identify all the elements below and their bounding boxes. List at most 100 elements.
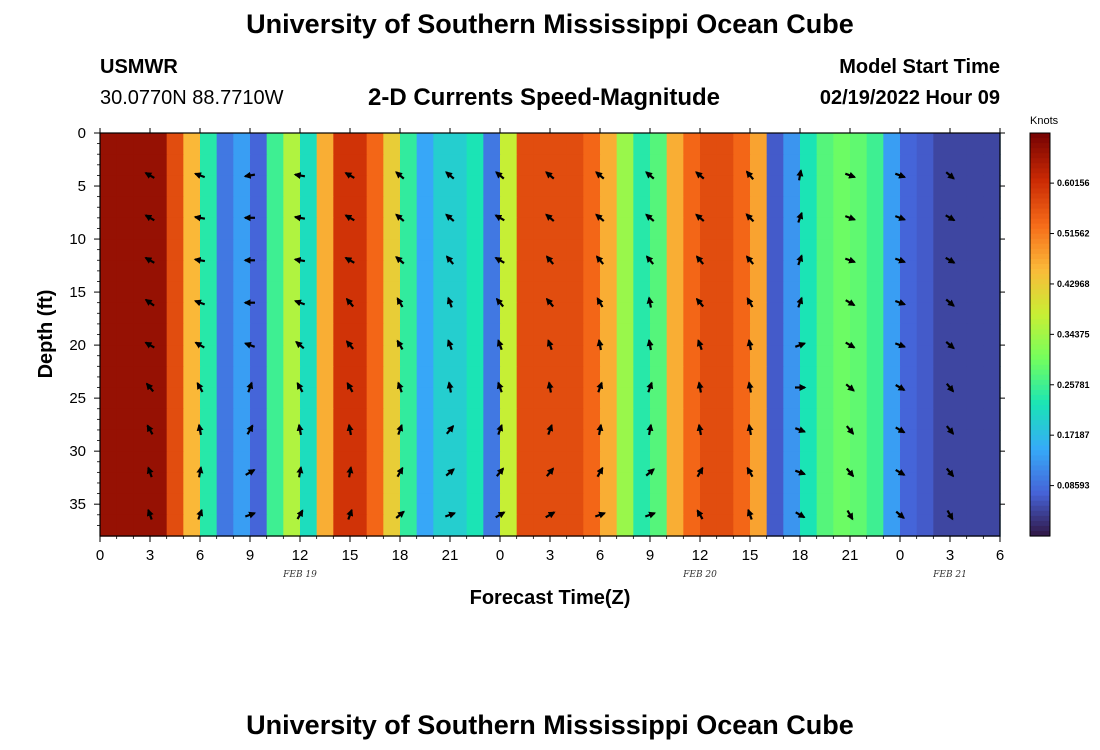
colorbar-segment (1030, 349, 1050, 356)
heatmap-cell (716, 217, 734, 240)
heatmap-cell (466, 217, 484, 240)
heatmap-cell (616, 387, 634, 410)
heatmap-cell (283, 260, 301, 283)
heatmap-cell (400, 196, 418, 219)
heatmap-cell (800, 387, 818, 410)
heatmap-cell (433, 514, 451, 537)
current-vector-arrow (196, 466, 204, 478)
heatmap-cell (716, 493, 734, 516)
current-vector-arrow (346, 381, 354, 393)
current-vector-arrow (595, 213, 605, 222)
plot-title: 2-D Currents Speed-Magnitude (368, 84, 721, 111)
heatmap-cell (283, 175, 301, 198)
heatmap-cell (700, 472, 718, 495)
heatmap-cell (983, 387, 1001, 410)
heatmap-cell (583, 217, 601, 240)
heatmap-cell (116, 345, 134, 367)
heatmap-cell (683, 217, 701, 240)
heatmap-cell (200, 493, 218, 516)
heatmap-cell (283, 217, 301, 240)
current-vector-arrow (344, 256, 355, 264)
heatmap-cell (933, 302, 951, 325)
heatmap-cell (333, 493, 351, 516)
heatmap-cell (850, 154, 868, 177)
colorbar-tick-label: 0.34375 (1057, 329, 1090, 339)
heatmap-cell (466, 366, 484, 389)
heatmap-cell (100, 451, 118, 473)
heatmap-cell (400, 175, 418, 198)
heatmap-cell (683, 387, 701, 410)
heatmap-cell (683, 408, 701, 431)
heatmap-cell (266, 366, 284, 389)
heatmap-cell (950, 366, 968, 389)
heatmap-cell (800, 345, 818, 367)
colorbar-tick-label: 0.25781 (1057, 380, 1090, 390)
heatmap-cell (900, 175, 918, 198)
heatmap-cell (216, 345, 234, 367)
heatmap-cell (950, 260, 968, 283)
heatmap-cell (616, 281, 634, 304)
heatmap-cell (216, 408, 234, 431)
heatmap-cell (300, 154, 318, 177)
heatmap-cell (733, 175, 751, 198)
heatmap-cell (466, 154, 484, 177)
heatmap-cell (316, 408, 334, 431)
current-vector-arrow (396, 381, 404, 393)
heatmap-cell (350, 472, 368, 495)
current-vector-arrow (445, 255, 455, 265)
heatmap-cell (416, 323, 434, 346)
heatmap-cell (366, 239, 384, 261)
heatmap-cell (466, 260, 484, 283)
heatmap-cell (583, 408, 601, 431)
heatmap-cell (666, 514, 684, 537)
heatmap-cell (100, 387, 118, 410)
heatmap-cell (716, 175, 734, 198)
heatmap-cell (466, 451, 484, 473)
heatmap-cell (400, 366, 418, 389)
current-vector-arrow (844, 214, 857, 221)
heatmap-cell (466, 387, 484, 410)
heatmap-cell (316, 387, 334, 410)
heatmap-cell (266, 260, 284, 283)
heatmap-cell (900, 408, 918, 431)
heatmap-cell (133, 217, 151, 240)
heatmap-cell (383, 281, 401, 304)
heatmap-cell (966, 451, 984, 473)
colorbar-segment (1030, 475, 1050, 482)
heatmap-cell (416, 260, 434, 283)
heatmap-cell (683, 493, 701, 516)
heatmap-cell (966, 196, 984, 219)
heatmap-cell (416, 472, 434, 495)
heatmap-cell (633, 217, 651, 240)
heatmap-cell (816, 154, 834, 177)
heatmap-cell (183, 133, 201, 155)
heatmap-cell (866, 281, 884, 304)
heatmap-cell (300, 260, 318, 283)
heatmap-cell (950, 302, 968, 325)
heatmap-cell (716, 514, 734, 537)
heatmap-cell (300, 429, 318, 452)
x-tick-label: 0 (896, 547, 904, 564)
heatmap-cell (983, 493, 1001, 516)
heatmap-cell (950, 217, 968, 240)
heatmap-cell (133, 154, 151, 177)
heatmap-cell (650, 281, 668, 304)
colorbar-segment (1030, 158, 1050, 164)
colorbar-segment (1030, 203, 1050, 210)
heatmap-cell (616, 429, 634, 452)
heatmap-cell (200, 133, 218, 155)
heatmap-cell (616, 175, 634, 198)
heatmap-cell (800, 196, 818, 219)
model-start-label: Model Start Time (839, 56, 1000, 78)
heatmap-cell (433, 472, 451, 495)
heatmap-cell (183, 196, 201, 219)
heatmap-cell (200, 451, 218, 473)
heatmap-cell (766, 239, 784, 261)
heatmap-cell (683, 154, 701, 177)
current-vector-arrow (144, 298, 155, 307)
heatmap-cell (116, 387, 134, 410)
heatmap-cell (100, 260, 118, 283)
current-vector-arrow (494, 256, 505, 264)
heatmap-cell (650, 387, 668, 410)
colorbar-units: Knots (1030, 115, 1059, 127)
